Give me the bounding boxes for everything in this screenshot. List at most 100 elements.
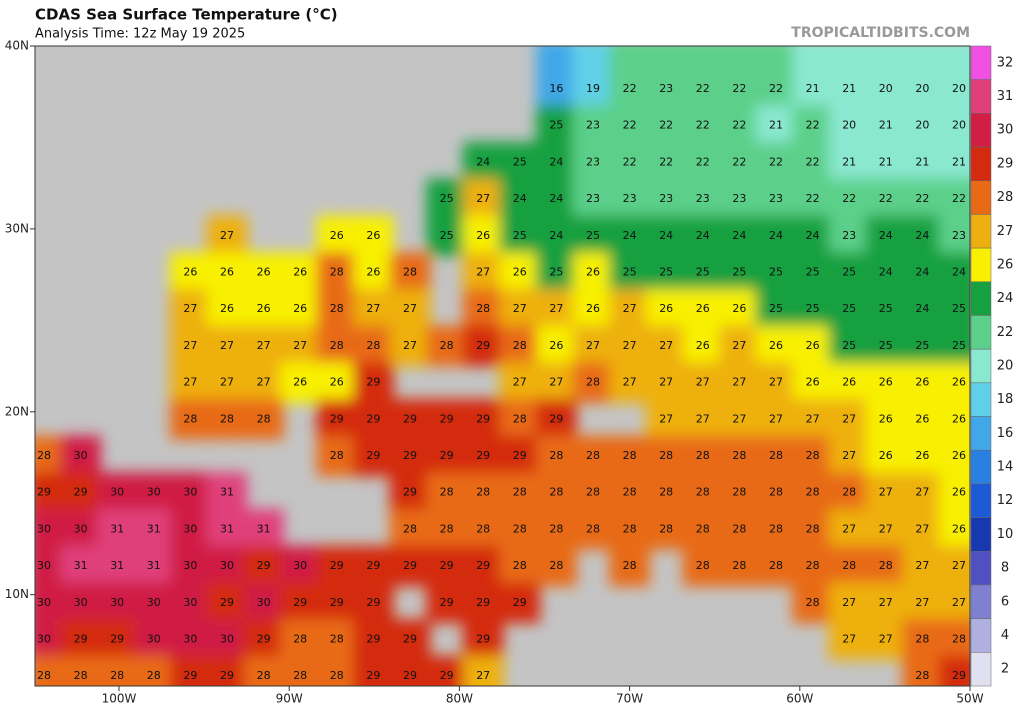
sst-value: 28: [915, 633, 929, 646]
sst-cell: [35, 435, 65, 477]
sst-cell: [609, 215, 650, 257]
title: CDAS Sea Surface Temperature (°C): [35, 6, 338, 24]
sst-value: 26: [513, 266, 527, 279]
sst-cell: [902, 655, 943, 686]
sst-value: 29: [366, 449, 380, 462]
sst-value: 28: [147, 669, 161, 682]
sst-value: 27: [732, 376, 746, 389]
colorbar: 32 31 30 29 28 27 26 24 22 20 18 16 14 12 10 8 6 4 2: [970, 45, 1014, 687]
sst-value: 28: [476, 522, 490, 535]
sst-cell: [938, 509, 970, 550]
colorbar-swatch: [970, 416, 992, 451]
sst-cell: [316, 288, 358, 330]
sst-value: 27: [879, 486, 893, 499]
sst-cell: [902, 362, 943, 403]
sst-cell: [279, 619, 321, 660]
sst-cell: [536, 509, 577, 550]
sst-cell: [828, 46, 870, 110]
sst-value: 28: [623, 449, 637, 462]
colorbar-label: 32: [997, 55, 1014, 70]
colorbar-swatch: [970, 247, 992, 283]
sst-value: 25: [549, 266, 563, 279]
sst-cell: [792, 325, 833, 367]
sst-value: 30: [220, 633, 234, 646]
sst-value: 25: [549, 119, 563, 132]
sst-value: 27: [769, 376, 783, 389]
sst-value: 28: [806, 522, 820, 535]
sst-value: 23: [952, 229, 966, 242]
sst-cell: [499, 288, 541, 330]
colorbar-label: 12: [997, 493, 1014, 508]
sst-cell: [316, 398, 358, 440]
sst-cell: [902, 105, 943, 147]
sst-value: 31: [74, 559, 88, 572]
sst-value: 25: [806, 302, 820, 315]
sst-cell: [865, 252, 907, 293]
sst-cell: [682, 252, 724, 293]
sst-value: 21: [769, 119, 783, 132]
sst-cell: [755, 105, 797, 147]
sst-cell: [792, 545, 833, 587]
sst-cell: [499, 215, 541, 257]
sst-cell: [462, 215, 504, 257]
sst-value: 23: [586, 155, 600, 168]
sst-cell: [755, 472, 797, 514]
sst-cell: [426, 509, 467, 550]
sst-value: 29: [366, 559, 380, 572]
sst-cell: [536, 142, 577, 183]
sst-cell: [462, 619, 504, 660]
sst-value: 29: [403, 559, 417, 572]
sst-cell: [865, 325, 907, 367]
sst-value: 31: [147, 559, 161, 572]
sst-cell: [353, 655, 394, 686]
sst-value: 22: [842, 192, 856, 205]
sst-cell: [35, 472, 65, 514]
sst-value: 26: [842, 376, 856, 389]
colorbar-swatch: [970, 382, 992, 417]
sst-value: 27: [257, 376, 271, 389]
colorbar-label: 24: [997, 291, 1014, 306]
sst-value: 26: [915, 412, 929, 425]
sst-cell: [316, 655, 358, 686]
sst-cell: [938, 472, 970, 514]
colorbar-label: 14: [997, 460, 1014, 475]
sst-value: 22: [806, 119, 820, 132]
sst-value: 28: [842, 486, 856, 499]
sst-value: 28: [586, 376, 600, 389]
colorbar-swatch: [970, 618, 992, 653]
sst-value: 27: [915, 559, 929, 572]
sst-cell: [462, 582, 504, 624]
sst-value: 26: [879, 412, 893, 425]
sst-cells: [35, 46, 970, 686]
sst-cell: [462, 472, 504, 514]
sst-cell: [902, 398, 943, 440]
sst-value: 23: [842, 229, 856, 242]
sst-cell: [719, 362, 760, 403]
sst-cell: [792, 435, 833, 477]
sst-cell: [170, 655, 211, 686]
sst-cell: [938, 398, 970, 440]
sst-value: 19: [586, 82, 600, 95]
sst-cell: [645, 105, 687, 147]
sst-value: 29: [513, 449, 527, 462]
colorbar-label: 4: [1001, 628, 1009, 643]
sst-value: 26: [586, 302, 600, 315]
sst-value: 28: [549, 486, 563, 499]
sst-cell: [170, 619, 211, 660]
sst-value: 29: [549, 412, 563, 425]
sst-value: 24: [952, 266, 966, 279]
sst-value: 20: [915, 119, 929, 132]
sst-value: 24: [806, 229, 820, 242]
sst-cell: [353, 252, 394, 293]
sst-value: 28: [769, 486, 783, 499]
sst-cell: [755, 178, 797, 220]
sst-value: 30: [37, 559, 51, 572]
sst-cell: [682, 142, 724, 183]
sst-cell: [645, 215, 687, 257]
sst-value: 20: [952, 82, 966, 95]
sst-value: 29: [366, 669, 380, 682]
sst-cell: [719, 46, 760, 110]
sst-cell: [572, 435, 614, 477]
sst-cell: [645, 472, 687, 514]
sst-value: 31: [110, 559, 124, 572]
